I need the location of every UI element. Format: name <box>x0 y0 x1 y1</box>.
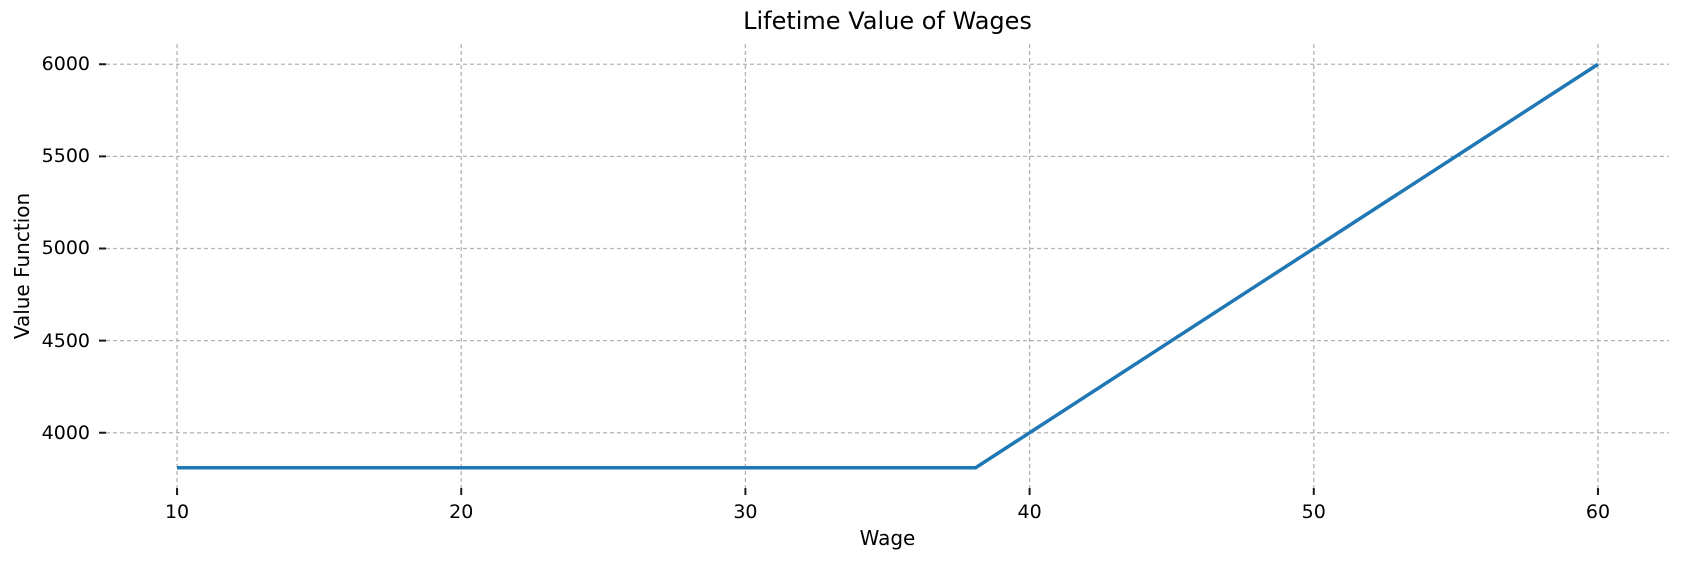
y-axis-label: Value Function <box>10 192 34 340</box>
x-tick-label-10: 10 <box>164 501 190 523</box>
x-tick-label-60: 60 <box>1585 501 1611 523</box>
value_function-line <box>177 62 1599 470</box>
y-tick-label-6000: 6000 <box>41 53 90 76</box>
y-tick-label-5500: 5500 <box>41 145 90 168</box>
x-axis-label: Wage <box>859 526 916 550</box>
y-tick-label-4000: 4000 <box>41 421 90 444</box>
x-tick-label-40: 40 <box>1017 501 1042 523</box>
x-tick-label-20: 20 <box>449 501 474 523</box>
y-tick-label-5000: 5000 <box>41 237 90 260</box>
chart-title: Lifetime Value of Wages <box>743 7 1032 35</box>
x-tick-label-30: 30 <box>733 501 758 523</box>
x-tick-label-50: 50 <box>1301 501 1326 523</box>
y-tick-label-4500: 4500 <box>41 329 90 352</box>
